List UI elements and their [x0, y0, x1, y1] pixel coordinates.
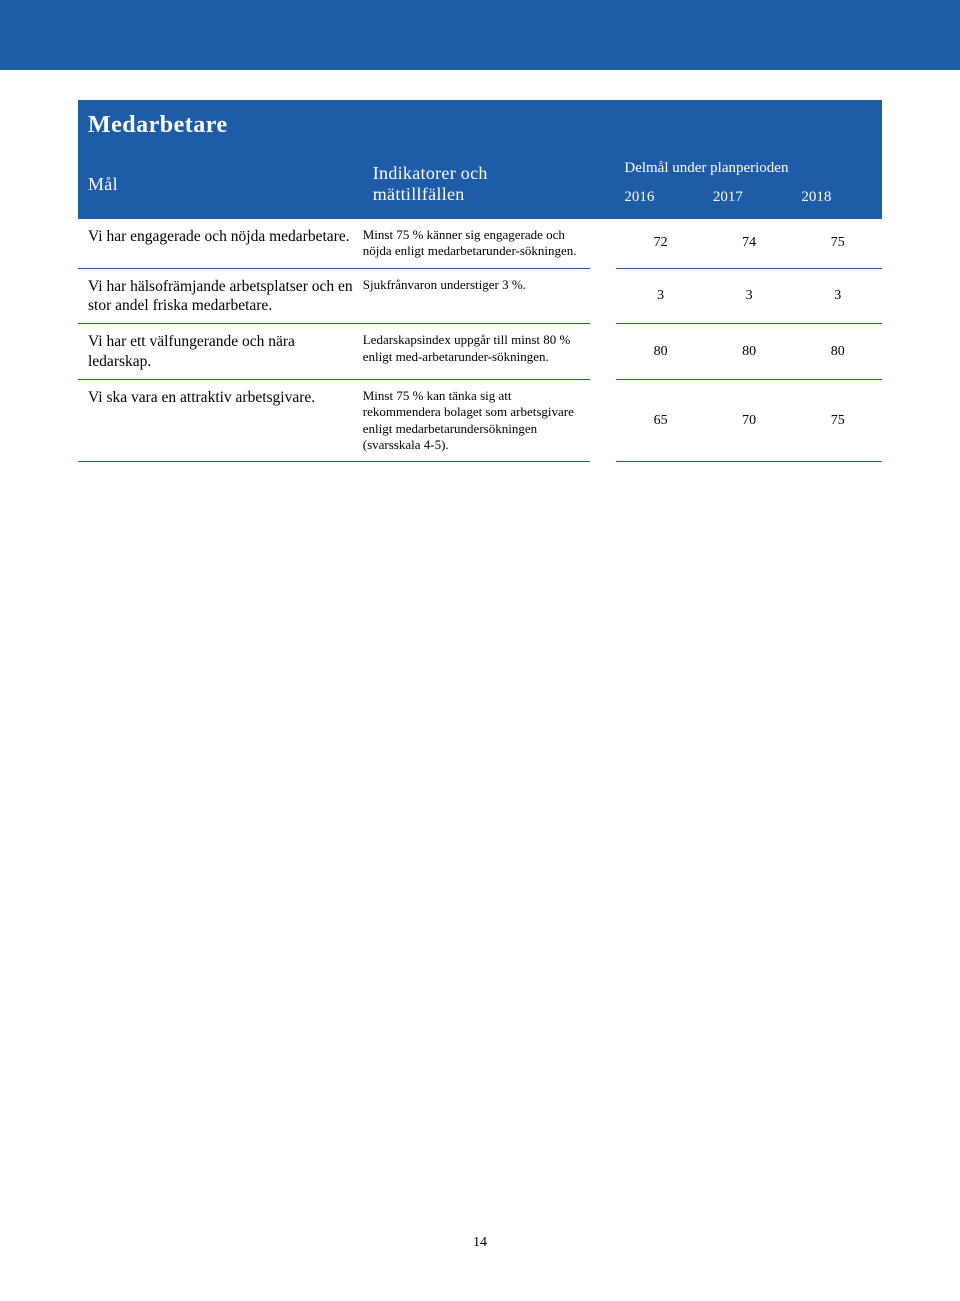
goals-table: Medarbetare Mål Indikatorer och mättillf…: [78, 100, 882, 462]
header-year-2016: 2016: [616, 183, 705, 219]
goal-cell: Vi har engagerade och nöjda medarbetare.: [78, 219, 363, 268]
indicator-cell: Ledarskapsindex uppgår till minst 80 % e…: [363, 324, 590, 380]
gap-cell: [590, 219, 616, 268]
table-row: Vi har engagerade och nöjda medarbetare.…: [78, 219, 882, 268]
value-cell: 3: [705, 268, 794, 324]
header-subgoal-label: Delmål under planperioden: [616, 149, 882, 183]
header-year-2017: 2017: [705, 183, 794, 219]
value-cell: 3: [793, 268, 882, 324]
header-gap: [590, 149, 616, 219]
table-row: Vi har hälsofrämjande arbetsplatser och …: [78, 268, 882, 324]
value-cell: 72: [616, 219, 705, 268]
table-row: Vi har ett välfungerande och nära ledars…: [78, 324, 882, 380]
header-indicator: Indikatorer och mättillfällen: [363, 149, 590, 219]
value-cell: 75: [793, 219, 882, 268]
value-cell: 65: [616, 380, 705, 462]
gap-cell: [590, 380, 616, 462]
table-row: Vi ska vara en attraktiv arbetsgivare. M…: [78, 380, 882, 462]
value-cell: 80: [705, 324, 794, 380]
goal-cell: Vi har ett välfungerande och nära ledars…: [78, 324, 363, 380]
value-cell: 74: [705, 219, 794, 268]
gap-cell: [590, 324, 616, 380]
header-year-2018: 2018: [793, 183, 882, 219]
page-content: Medarbetare Mål Indikatorer och mättillf…: [0, 70, 960, 462]
value-cell: 80: [793, 324, 882, 380]
value-cell: 70: [705, 380, 794, 462]
goal-cell: Vi har hälsofrämjande arbetsplatser och …: [78, 268, 363, 324]
indicator-cell: Sjukfrånvaron understiger 3 %.: [363, 268, 590, 324]
value-cell: 3: [616, 268, 705, 324]
page-number: 14: [0, 1235, 960, 1251]
table-title: Medarbetare: [78, 100, 882, 149]
goal-cell: Vi ska vara en attraktiv arbetsgivare.: [78, 380, 363, 462]
top-band: [0, 0, 960, 70]
indicator-cell: Minst 75 % känner sig engagerade och nöj…: [363, 219, 590, 268]
value-cell: 75: [793, 380, 882, 462]
gap-cell: [590, 268, 616, 324]
indicator-cell: Minst 75 % kan tänka sig att rekommender…: [363, 380, 590, 462]
value-cell: 80: [616, 324, 705, 380]
header-goal: Mål: [78, 149, 363, 219]
